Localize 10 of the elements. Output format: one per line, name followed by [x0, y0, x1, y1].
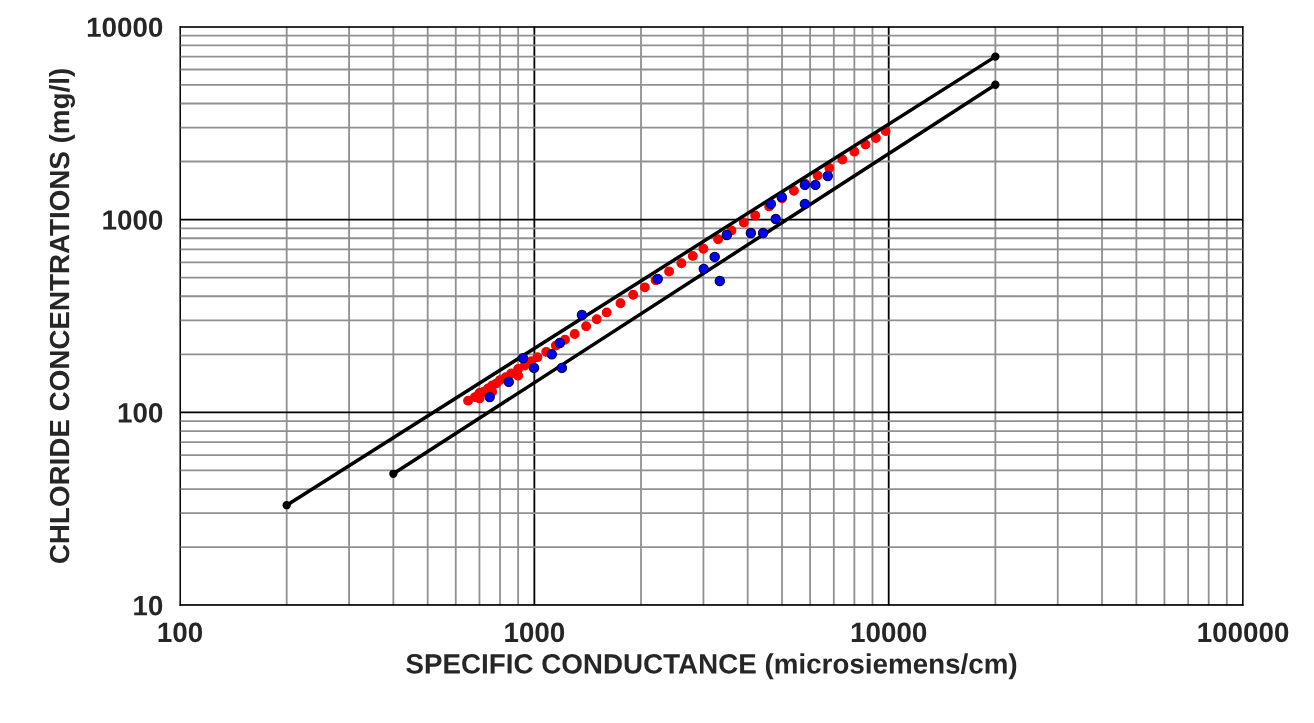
- y-axis-title: CHLORIDE CONCENTRATIONS (mg/l): [48, 69, 75, 563]
- y-tick-label: 100: [118, 403, 163, 423]
- y-tick-label: 1000: [103, 210, 163, 230]
- y-tick-label: 10: [134, 595, 163, 616]
- x-axis-title: SPECIFIC CONDUCTANCE (microsiemens/cm): [406, 653, 1017, 680]
- y-tick-label: 10000: [87, 17, 163, 38]
- x-tick-label: 100000: [1198, 622, 1289, 643]
- x-tick-label: 1000: [505, 622, 565, 643]
- x-tick-label: 10000: [851, 622, 927, 643]
- x-tick-label: 100: [158, 622, 203, 643]
